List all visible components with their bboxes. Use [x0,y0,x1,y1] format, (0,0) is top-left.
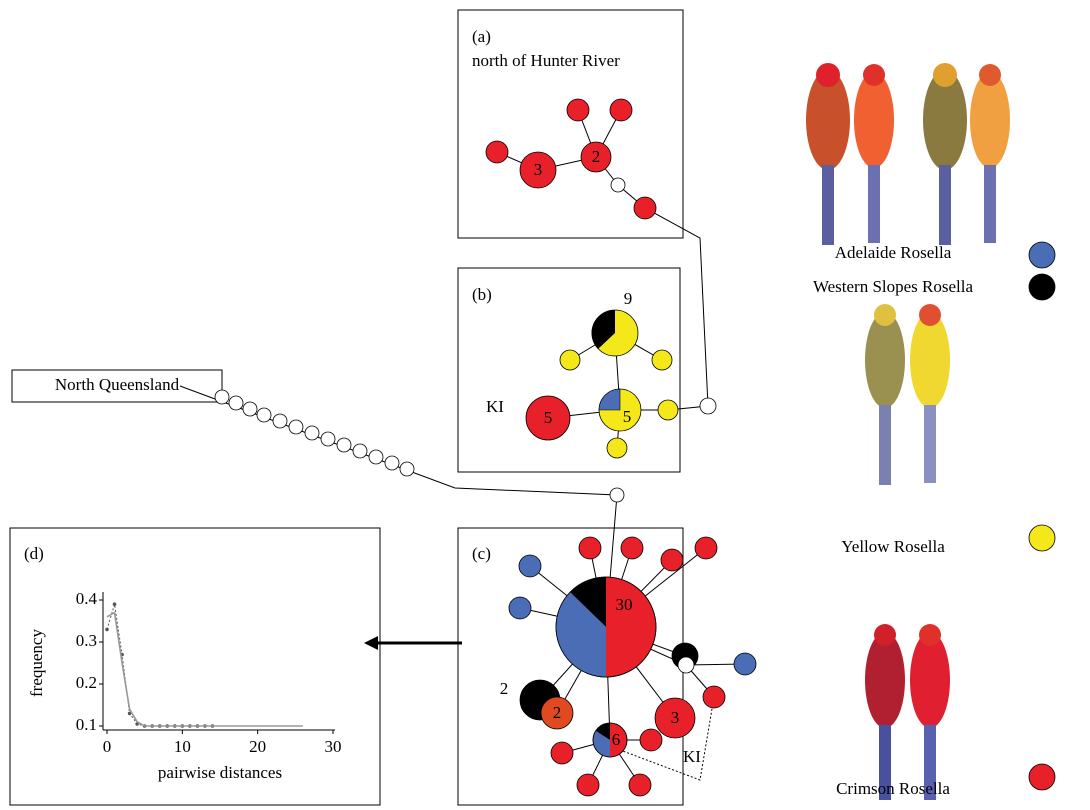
y-tick-label: 0.2 [76,673,97,692]
outgroup-box [11,369,223,403]
x-tick-label: 30 [325,737,342,756]
node-label: 3 [534,160,543,179]
x-tick-label: 0 [103,737,112,756]
x-tick-label: 10 [174,737,191,756]
species-name: Western Slopes Rosella [813,277,974,296]
bird-illustrations [806,63,1010,800]
legend-swatch [1028,273,1056,301]
x-tick-label: 20 [249,737,266,756]
node-label: 30 [616,595,633,614]
node-label: 5 [623,407,632,426]
species-name: Crimson Rosella [836,779,950,798]
node-label: 2 [553,703,562,722]
panel-a-box [457,9,684,239]
species-name: Yellow Rosella [841,537,945,556]
legend-swatch [1028,763,1056,791]
layout [9,9,1010,806]
y-tick-label: 0.3 [76,631,97,650]
note: KI [486,397,504,416]
panel-subtitle: north of Hunter River [472,51,620,70]
y-tick-label: 0.1 [76,715,97,734]
species-name: Adelaide Rosella [835,243,952,262]
node-label: 3 [671,708,680,727]
panel-label: (a) [472,27,491,46]
node-label: 2 [500,679,509,698]
y-tick-label: 0.4 [76,589,98,608]
node-label: 9 [624,289,633,308]
node-label: 5 [544,408,553,427]
legend-swatch [1028,524,1056,552]
series-point [112,602,117,606]
series-point [105,627,109,632]
panel-label: (c) [472,544,491,563]
note: KI [683,747,701,766]
node-label: 2 [592,147,601,166]
node-label: 6 [612,730,621,749]
y-axis-label: frequency [27,629,46,697]
panel-b-box [457,267,681,473]
outgroup-label: North Queensland [55,375,180,394]
panel-d-box [9,527,381,806]
series-line [106,611,303,727]
edges [179,109,746,786]
panel-label: (d) [24,544,44,563]
series-point [127,711,132,716]
panel-label: (b) [472,285,492,304]
legend-swatch [1028,241,1056,269]
x-axis-label: pairwise distances [158,763,282,782]
chain [214,389,625,503]
